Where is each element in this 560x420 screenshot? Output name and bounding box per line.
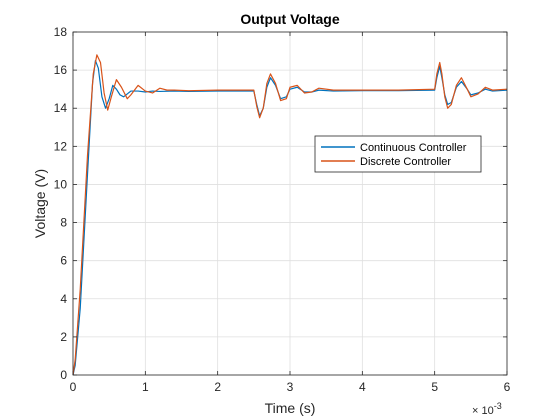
chart-title: Output Voltage [240,11,339,27]
x-axis-exponent-power: -3 [494,401,502,411]
series-line-1 [72,59,508,376]
x-axis-title: Time (s) [265,400,316,416]
legend: Continuous Controller Discrete Controller [314,135,482,173]
series-line-2 [72,54,508,376]
x-axis-exponent-base: × 10 [472,405,494,417]
legend-box [314,135,482,173]
y-tick-label: 16 [54,63,68,77]
x-axis-exponent: × 10-3 [472,401,502,417]
y-tick-label: 12 [54,139,68,153]
x-tick-label: 1 [142,380,149,394]
y-tick-label: 8 [60,216,67,230]
y-tick-label: 14 [54,101,68,115]
y-tick-label: 10 [54,177,68,191]
x-tick-label: 6 [504,380,511,394]
y-axis-title: Voltage (V) [32,169,48,238]
y-tick-label: 0 [60,368,67,382]
x-tick-label: 2 [214,380,221,394]
y-tick-label: 2 [60,330,67,344]
series-layer [72,54,508,376]
y-tick-label: 4 [60,292,67,306]
legend-label-1: Continuous Controller [360,142,467,154]
y-tick-label: 6 [60,254,67,268]
x-tick-label: 0 [70,380,77,394]
x-tick-label: 4 [359,380,366,394]
legend-label-2: Discrete Controller [360,156,451,168]
y-tick-label: 18 [54,25,68,39]
x-tick-label: 3 [287,380,294,394]
x-tick-label: 5 [431,380,438,394]
